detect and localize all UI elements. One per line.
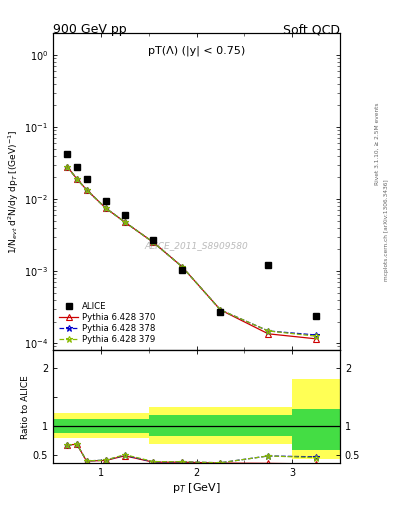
- Pythia 6.428 379: [75, 176, 79, 182]
- Legend: ALICE, Pythia 6.428 370, Pythia 6.428 378, Pythia 6.428 379: ALICE, Pythia 6.428 370, Pythia 6.428 37…: [57, 300, 158, 346]
- ALICE: [180, 267, 185, 273]
- Pythia 6.428 370: [75, 176, 79, 182]
- Pythia 6.428 370: [314, 336, 318, 342]
- Text: mcplots.cern.ch [arXiv:1306.3436]: mcplots.cern.ch [arXiv:1306.3436]: [384, 180, 389, 281]
- ALICE: [75, 164, 79, 170]
- Bar: [101, 413, 149, 438]
- Text: pT(Λ) (|y| < 0.75): pT(Λ) (|y| < 0.75): [148, 46, 245, 56]
- Text: 900 GeV pp: 900 GeV pp: [53, 23, 127, 36]
- Pythia 6.428 378: [266, 328, 270, 334]
- Y-axis label: Ratio to ALICE: Ratio to ALICE: [21, 375, 30, 439]
- Bar: [196, 407, 292, 444]
- Bar: [101, 419, 149, 433]
- Y-axis label: 1/N$_{evt}$ d$^2$N/dy dp$_T$ [(GeV)$^{-1}$]: 1/N$_{evt}$ d$^2$N/dy dp$_T$ [(GeV)$^{-1…: [7, 130, 21, 254]
- Pythia 6.428 370: [266, 331, 270, 337]
- Bar: [53, 419, 101, 433]
- Pythia 6.428 379: [180, 264, 185, 270]
- ALICE: [314, 313, 318, 319]
- Pythia 6.428 370: [123, 219, 127, 225]
- ALICE: [123, 212, 127, 218]
- Pythia 6.428 370: [84, 186, 89, 193]
- Line: Pythia 6.428 378: Pythia 6.428 378: [64, 163, 320, 338]
- Pythia 6.428 370: [103, 205, 108, 211]
- X-axis label: p$_T$ [GeV]: p$_T$ [GeV]: [172, 481, 221, 495]
- Pythia 6.428 378: [180, 264, 185, 270]
- Pythia 6.428 378: [151, 240, 156, 246]
- Pythia 6.428 378: [75, 176, 79, 182]
- Pythia 6.428 378: [314, 332, 318, 338]
- Pythia 6.428 378: [218, 307, 223, 313]
- Pythia 6.428 379: [266, 328, 270, 334]
- Bar: [292, 379, 340, 459]
- ALICE: [65, 151, 70, 157]
- Text: ALICE_2011_S8909580: ALICE_2011_S8909580: [145, 241, 248, 250]
- Bar: [149, 407, 196, 444]
- ALICE: [84, 176, 89, 182]
- Pythia 6.428 379: [84, 186, 89, 193]
- Pythia 6.428 378: [65, 164, 70, 170]
- ALICE: [151, 237, 156, 243]
- ALICE: [103, 198, 108, 204]
- Pythia 6.428 370: [218, 307, 223, 313]
- Pythia 6.428 379: [65, 164, 70, 170]
- Pythia 6.428 378: [84, 186, 89, 193]
- Pythia 6.428 378: [123, 219, 127, 225]
- Pythia 6.428 379: [218, 307, 223, 313]
- ALICE: [266, 262, 270, 268]
- Pythia 6.428 379: [151, 240, 156, 246]
- Line: Pythia 6.428 379: Pythia 6.428 379: [64, 163, 320, 339]
- Pythia 6.428 379: [314, 333, 318, 339]
- Pythia 6.428 379: [103, 205, 108, 211]
- Line: ALICE: ALICE: [64, 151, 319, 319]
- Pythia 6.428 378: [103, 205, 108, 211]
- Pythia 6.428 370: [65, 164, 70, 170]
- ALICE: [218, 309, 223, 315]
- Text: Rivet 3.1.10, ≥ 2.5M events: Rivet 3.1.10, ≥ 2.5M events: [375, 102, 380, 185]
- Line: Pythia 6.428 370: Pythia 6.428 370: [64, 164, 319, 342]
- Pythia 6.428 379: [123, 219, 127, 225]
- Bar: [292, 410, 340, 450]
- Bar: [53, 413, 101, 438]
- Pythia 6.428 370: [180, 264, 185, 270]
- Bar: [196, 415, 292, 436]
- Pythia 6.428 370: [151, 240, 156, 246]
- Bar: [149, 415, 196, 436]
- Text: Soft QCD: Soft QCD: [283, 23, 340, 36]
